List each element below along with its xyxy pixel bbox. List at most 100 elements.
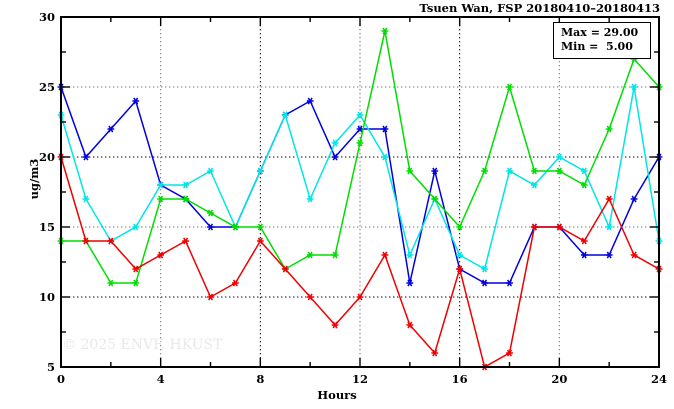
data-point-marker (356, 125, 364, 133)
series-series-red (57, 153, 663, 371)
data-point-marker (331, 321, 339, 329)
data-point-marker (406, 321, 414, 329)
watermark: © 2025 ENVF, HKUST (62, 337, 223, 353)
data-point-marker (481, 279, 488, 287)
data-point-marker (281, 111, 289, 119)
data-point-marker (82, 153, 90, 161)
x-tick-label: 4 (156, 372, 165, 386)
x-tick-label: 8 (256, 372, 265, 386)
gridlines (61, 17, 659, 367)
data-point-marker (381, 153, 389, 161)
data-point-marker (381, 251, 389, 259)
data-point-marker (630, 195, 638, 203)
data-point-marker (580, 181, 588, 189)
data-point-marker (431, 195, 439, 203)
data-point-marker (306, 251, 314, 259)
data-point-marker (331, 251, 339, 259)
data-point-marker (431, 349, 439, 357)
series-series-cyan (57, 83, 663, 273)
data-point-marker (132, 279, 140, 287)
data-point-marker (182, 237, 189, 245)
y-tick-label: 25 (38, 80, 55, 94)
axis-ticks (60, 16, 660, 368)
min-value-label: Min = 5.00 (561, 40, 633, 53)
data-point-marker (605, 223, 613, 231)
data-point-marker (107, 237, 115, 245)
data-point-marker (580, 251, 588, 259)
data-point-marker (580, 167, 588, 175)
y-tick-label: 5 (46, 360, 55, 374)
data-point-marker (256, 167, 264, 175)
x-tick-label: 0 (56, 372, 65, 386)
y-tick-label: 20 (38, 150, 55, 164)
data-point-marker (555, 167, 563, 175)
data-point-marker (256, 223, 264, 231)
data-point-marker (331, 139, 339, 147)
data-point-marker (506, 279, 513, 287)
data-point-marker (356, 111, 364, 119)
data-point-marker (157, 181, 165, 189)
series-series-green (57, 27, 663, 287)
x-tick-label: 20 (551, 372, 568, 386)
y-tick-label: 30 (38, 10, 55, 24)
data-point-marker (406, 167, 414, 175)
data-point-marker (157, 195, 165, 203)
data-point-marker (356, 293, 364, 301)
data-point-marker (306, 195, 314, 203)
data-point-marker (306, 97, 314, 105)
data-point-marker (306, 293, 314, 301)
data-point-marker (506, 349, 513, 357)
x-tick-label: 12 (351, 372, 368, 386)
data-point-marker (232, 279, 239, 287)
data-point-marker (182, 181, 189, 189)
data-point-marker (132, 223, 140, 231)
data-point-marker (605, 195, 613, 203)
data-point-marker (531, 167, 538, 175)
chart-title: Tsuen Wan, FSP 20180410–20180413 (419, 1, 660, 15)
data-point-marker (107, 279, 115, 287)
x-axis-label: Hours (317, 388, 357, 402)
data-point-marker (481, 265, 488, 273)
data-point-marker (207, 293, 214, 301)
data-point-marker (157, 251, 165, 259)
data-point-marker (207, 223, 214, 231)
y-tick-label: 10 (38, 290, 55, 304)
data-point-marker (281, 265, 289, 273)
data-point-marker (605, 125, 613, 133)
data-point-marker (580, 237, 588, 245)
data-point-marker (207, 209, 214, 217)
data-point-marker (82, 195, 90, 203)
data-point-marker (531, 181, 538, 189)
data-point-marker (381, 27, 389, 35)
max-value-label: Max = 29.00 (561, 26, 639, 39)
data-point-marker (481, 167, 488, 175)
data-point-marker (182, 195, 189, 203)
data-point-marker (207, 167, 214, 175)
data-point-marker (107, 125, 115, 133)
data-point-marker (256, 237, 264, 245)
data-point-marker (232, 223, 239, 231)
data-point-marker (555, 153, 563, 161)
data-point-marker (406, 279, 414, 287)
y-tick-label: 15 (38, 220, 55, 234)
x-tick-label: 16 (451, 372, 468, 386)
x-tick-label: 24 (650, 372, 667, 386)
data-point-marker (381, 125, 389, 133)
data-point-marker (456, 265, 464, 273)
data-point-marker (630, 251, 638, 259)
data-point-marker (605, 251, 613, 259)
data-point-marker (630, 83, 638, 91)
data-point-marker (531, 223, 538, 231)
data-point-marker (431, 167, 439, 175)
data-point-marker (132, 97, 140, 105)
stats-legend-box: Max = 29.00 Min = 5.00 (553, 22, 651, 59)
data-point-marker (356, 139, 364, 147)
data-point-marker (456, 251, 464, 259)
data-point-marker (506, 83, 513, 91)
data-point-marker (82, 237, 90, 245)
data-point-marker (456, 223, 464, 231)
data-point-marker (331, 153, 339, 161)
data-point-marker (406, 251, 414, 259)
